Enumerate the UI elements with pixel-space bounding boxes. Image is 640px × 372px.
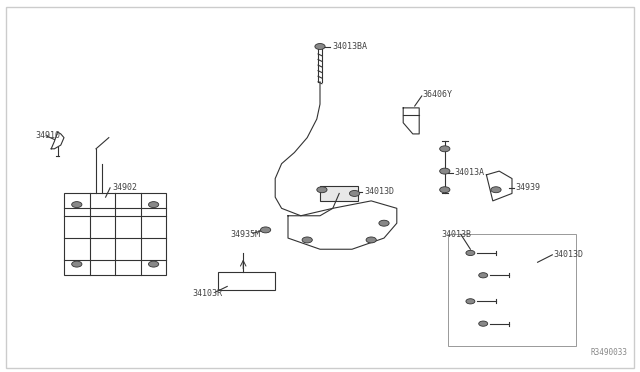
Circle shape [317,187,327,193]
Circle shape [479,273,488,278]
Text: R3490033: R3490033 [590,348,627,357]
Circle shape [479,321,488,326]
Text: 34910: 34910 [35,131,60,140]
Circle shape [491,187,501,193]
Circle shape [349,190,360,196]
Circle shape [72,202,82,208]
Circle shape [72,261,82,267]
FancyBboxPatch shape [320,186,358,201]
Text: 34935M: 34935M [230,230,260,239]
Circle shape [440,146,450,152]
Text: 34013B: 34013B [442,230,472,239]
Circle shape [148,202,159,208]
Text: 34013D: 34013D [554,250,584,259]
Circle shape [366,237,376,243]
Text: 36406Y: 36406Y [422,90,452,99]
Text: 34013A: 34013A [454,169,484,177]
Circle shape [466,250,475,256]
Circle shape [440,168,450,174]
Text: 34013D: 34013D [365,187,395,196]
Text: 34902: 34902 [112,183,137,192]
Circle shape [315,44,325,49]
Circle shape [148,261,159,267]
Circle shape [260,227,271,233]
Text: 34013BA: 34013BA [333,42,368,51]
Circle shape [302,237,312,243]
Text: 34103R: 34103R [192,289,222,298]
Circle shape [379,220,389,226]
Circle shape [440,187,450,193]
Text: 34939: 34939 [515,183,540,192]
Circle shape [466,299,475,304]
